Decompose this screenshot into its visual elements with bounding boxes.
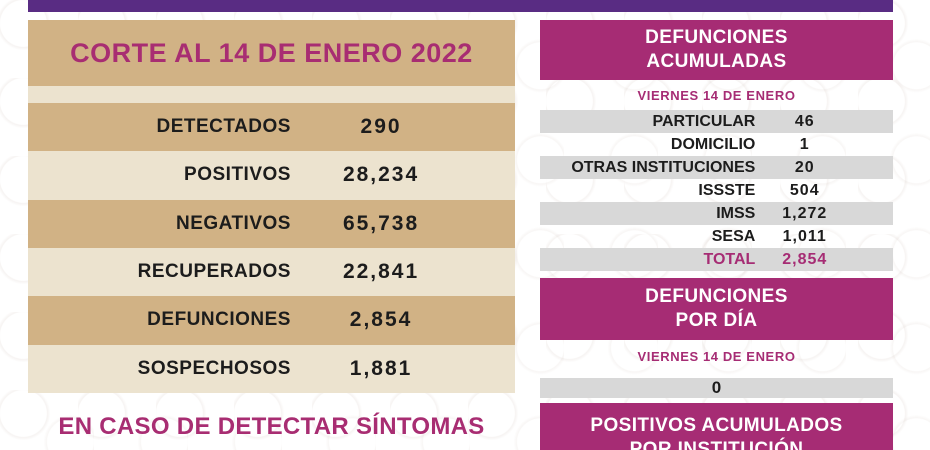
row-value: 504 [789, 181, 820, 199]
table-row: OTRAS INSTITUCIONES 20 [540, 156, 893, 179]
table-row: SESA 1,011 [540, 225, 893, 248]
table-row: SOSPECHOSOS 1,881 [28, 344, 515, 393]
symptoms-note: EN CASO DE DETECTAR SÍNTOMAS [58, 413, 485, 440]
row-value: 1,881 [349, 356, 413, 380]
row-value: 65,738 [342, 211, 420, 235]
row-label: DOMICILIO [670, 135, 756, 153]
summary-table: DETECTADOS 290 POSITIVOS 28,234 NEGATIVO… [28, 103, 515, 393]
row-label: DETECTADOS [156, 116, 291, 138]
row-label: DEFUNCIONES [147, 309, 291, 331]
row-label: IMSS [716, 204, 756, 222]
header-line: DEFUNCIONES [645, 286, 788, 308]
deaths-per-day-date: VIERNES 14 DE ENERO [637, 349, 796, 364]
details-panel: DEFUNCIONES ACUMULADAS VIERNES 14 DE ENE… [540, 20, 893, 450]
row-label: PARTICULAR [652, 112, 756, 130]
row-value: 46 [794, 112, 815, 130]
row-label: RECUPERADOS [137, 261, 291, 283]
summary-title-divider [28, 86, 515, 103]
deaths-accumulated-header: DEFUNCIONES ACUMULADAS [540, 20, 893, 80]
total-value: 2,854 [782, 250, 828, 268]
table-row: DOMICILIO 1 [540, 133, 893, 156]
positives-by-institution-header: POSITIVOS ACUMULADOS POR INSTITUCIÓN [540, 403, 893, 450]
deaths-accumulated-table: PARTICULAR 46 DOMICILIO 1 OTRAS INSTITUC… [540, 110, 893, 271]
table-row: NEGATIVOS 65,738 [28, 199, 515, 248]
row-label: POSITIVOS [184, 164, 291, 186]
row-label: SOSPECHOSOS [137, 357, 291, 379]
table-row: ISSSTE 504 [540, 179, 893, 202]
row-label: NEGATIVOS [175, 212, 291, 234]
table-row: IMSS 1,272 [540, 202, 893, 225]
table-row: DETECTADOS 290 [28, 103, 515, 152]
summary-title: CORTE AL 14 DE ENERO 2022 [28, 20, 515, 86]
header-line: ACUMULADAS [646, 51, 787, 72]
header-line: DEFUNCIONES [645, 27, 788, 49]
table-row: POSITIVOS 28,234 [28, 151, 515, 200]
row-value: 2,854 [349, 308, 413, 332]
table-row: RECUPERADOS 22,841 [28, 247, 515, 297]
header-line: POR DÍA [675, 310, 758, 331]
table-total-row: TOTAL 2,854 [540, 248, 893, 271]
header-line: POSITIVOS ACUMULADOS [590, 415, 843, 437]
summary-panel: CORTE AL 14 DE ENERO 2022 DETECTADOS 290… [28, 20, 515, 393]
row-label: SESA [711, 227, 756, 245]
table-row: PARTICULAR 46 [540, 110, 893, 133]
row-label: ISSSTE [698, 181, 756, 199]
table-row: DEFUNCIONES 2,854 [28, 296, 515, 345]
total-label: TOTAL [703, 250, 756, 268]
row-label: OTRAS INSTITUCIONES [571, 158, 756, 176]
row-value: 1,272 [782, 204, 828, 222]
top-purple-bar [28, 0, 893, 12]
row-value: 20 [794, 158, 815, 176]
row-value: 28,234 [342, 163, 420, 187]
deaths-per-day-header: DEFUNCIONES POR DÍA [540, 278, 893, 340]
row-value: 22,841 [342, 260, 420, 284]
header-line: POR INSTITUCIÓN [629, 439, 804, 450]
row-value: 1,011 [782, 227, 827, 245]
deaths-per-day-value: 0 [540, 378, 893, 398]
row-value: 1 [799, 135, 810, 153]
deaths-accumulated-date: VIERNES 14 DE ENERO [637, 88, 796, 103]
row-value: 290 [360, 115, 402, 139]
